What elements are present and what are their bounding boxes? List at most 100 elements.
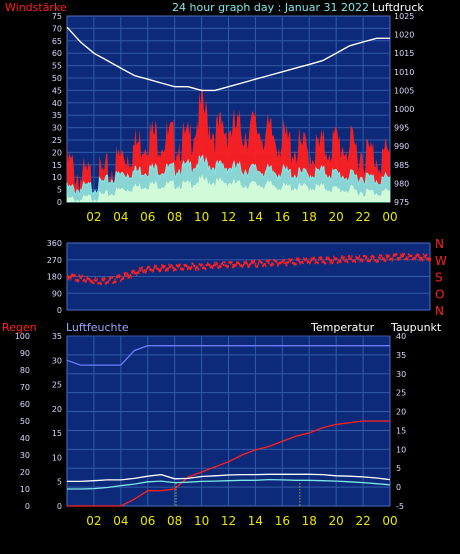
wind-direction-point <box>186 264 188 267</box>
temperature-tick-label: 5 <box>396 464 401 473</box>
wind-direction-point <box>71 274 73 277</box>
wind-direction-point <box>151 269 153 272</box>
wind-direction-point <box>243 263 245 266</box>
wind-direction-point <box>401 255 403 257</box>
wind-direction-point <box>342 256 344 259</box>
wind-direction-point <box>288 258 290 261</box>
wind-direction-point <box>123 272 125 275</box>
wind-direction-point <box>325 257 327 260</box>
wind-direction-point <box>425 256 427 259</box>
wind-direction-point <box>347 261 349 264</box>
wind-direction-point <box>133 269 135 272</box>
humidity-tick-label: 5 <box>57 478 62 487</box>
pressure-tick-label: 1015 <box>394 49 414 58</box>
wind-direction-point <box>270 264 272 267</box>
wind-direction-point <box>331 259 333 262</box>
pressure-tick-label: 1010 <box>394 68 414 77</box>
wind-direction-point <box>405 257 407 260</box>
wind-direction-point <box>338 259 340 262</box>
wind-direction-point <box>272 264 274 267</box>
pressure-tick-label: 985 <box>394 161 409 170</box>
wind-direction-point <box>407 258 409 261</box>
rain-line <box>67 420 390 507</box>
humidity-tick-label: 15 <box>52 429 62 438</box>
wind-direction-point <box>206 263 208 266</box>
wind-direction-point <box>233 263 235 266</box>
wind-direction-point <box>221 262 223 265</box>
wind-direction-point <box>166 268 168 271</box>
temperature-tick-label: 40 <box>396 332 406 341</box>
wind-direction-point <box>371 257 373 259</box>
wind-direction-point <box>282 258 284 261</box>
wind-direction-point <box>240 264 243 267</box>
temperature-axis-label: Temperatur <box>310 321 375 334</box>
wind-direction-point <box>126 272 128 275</box>
wind-direction-point <box>252 261 254 264</box>
wind-direction-point <box>125 271 127 274</box>
wind-direction-point <box>159 270 161 273</box>
wind-direction-point <box>112 282 115 284</box>
wind-direction-point <box>124 274 126 277</box>
wind-tick-label: 40 <box>52 99 62 108</box>
wind-direction-point <box>96 279 98 282</box>
wind-direction-point <box>354 259 356 262</box>
wind-direction-point <box>407 253 409 256</box>
wind-direction-point <box>381 254 383 257</box>
wind-direction-point <box>127 273 129 276</box>
wind-direction-point <box>369 260 371 263</box>
wind-direction-point <box>329 260 331 263</box>
wind-direction-point <box>389 258 391 261</box>
wind-direction-point <box>144 270 146 273</box>
wind-direction-point <box>109 278 111 281</box>
wind-direction-point <box>248 264 250 267</box>
wind-direction-point <box>119 274 121 277</box>
wind-direction-point <box>291 258 293 261</box>
wind-direction-point <box>377 259 379 262</box>
temperature-tick-label: 25 <box>396 389 406 398</box>
wind-direction-point <box>115 280 117 283</box>
temperature-tick-label: 10 <box>396 445 406 454</box>
rain-tick-label: 60 <box>20 400 30 409</box>
wind-direction-point <box>229 261 231 263</box>
wind-direction-point <box>417 255 420 258</box>
wind-direction-point <box>189 266 191 269</box>
wind-direction-point <box>171 264 173 267</box>
wind-direction-point <box>323 261 325 264</box>
wind-direction-point <box>118 274 120 276</box>
wind-direction-point <box>122 277 124 280</box>
wind-direction-point <box>78 279 80 282</box>
wind-direction-point <box>406 256 408 259</box>
wind-low-area <box>67 175 390 202</box>
wind-direction-point <box>293 263 295 266</box>
temperature-tick-label: 20 <box>396 408 406 417</box>
chart-title: 24 hour graph day : Januar 31 2022 <box>172 1 369 14</box>
wind-direction-point <box>99 281 101 284</box>
wind-direction-point <box>185 264 187 267</box>
wind-direction-point <box>179 263 181 266</box>
wind-direction-point <box>177 264 180 267</box>
wind-direction-point <box>289 259 291 262</box>
humidity-axis-label: Luftfeuchte <box>66 321 129 334</box>
wind-direction-point <box>385 259 387 262</box>
pressure-tick-label: 1005 <box>394 86 414 95</box>
wind-direction-point <box>223 263 225 266</box>
direction-tick-label: 180 <box>47 273 62 282</box>
wind-direction-point <box>198 268 200 270</box>
wind-direction-point <box>358 255 361 257</box>
wind-direction-point <box>101 279 103 282</box>
wind-direction-point <box>94 276 96 279</box>
pressure-tick-label: 975 <box>394 198 409 207</box>
wind-direction-point <box>153 268 155 270</box>
wind-direction-point <box>426 253 428 256</box>
wind-direction-point <box>104 278 106 281</box>
wind-direction-point <box>85 281 87 284</box>
wind-direction-point <box>243 260 245 263</box>
wind-direction-point <box>276 262 278 265</box>
wind-direction-point <box>306 260 308 263</box>
compass-label: N <box>435 237 444 251</box>
wind-direction-point <box>313 256 315 259</box>
wind-direction-point <box>138 268 140 271</box>
wind-direction-point <box>355 255 357 258</box>
wind-direction-point <box>235 262 238 265</box>
